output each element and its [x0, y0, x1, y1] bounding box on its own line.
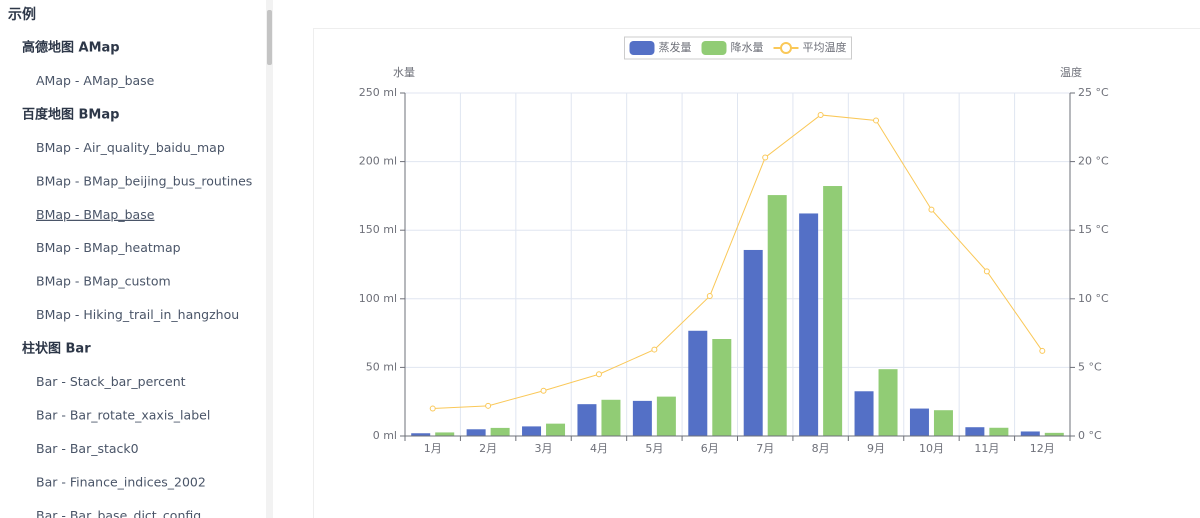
- x-tick-label: 3月: [535, 442, 553, 455]
- nav-link[interactable]: BMap - BMap_custom: [36, 274, 171, 289]
- bar: [989, 427, 1009, 436]
- legend-swatch[interactable]: [701, 41, 727, 55]
- x-tick-label: 4月: [590, 442, 608, 455]
- y2-tick-label: 25 °C: [1078, 86, 1109, 99]
- y-tick-label: 100 ml: [359, 292, 397, 305]
- x-tick-label: 9月: [867, 442, 885, 455]
- x-tick-label: 10月: [919, 442, 944, 455]
- nav-link[interactable]: Bar - Finance_indices_2002: [36, 474, 206, 489]
- nav-link[interactable]: Bar - Bar_rotate_xaxis_label: [36, 407, 210, 422]
- nav-link[interactable]: BMap - BMap_heatmap: [36, 240, 181, 255]
- bar: [854, 391, 874, 436]
- nav-link[interactable]: BMap - BMap_beijing_bus_routines: [36, 173, 252, 188]
- y-tick-label: 200 ml: [359, 155, 397, 168]
- nav-group[interactable]: 柱状图 Bar: [22, 341, 91, 357]
- bar: [656, 396, 676, 436]
- sidebar-title: 示例: [8, 6, 36, 23]
- legend-swatch[interactable]: [780, 42, 792, 54]
- bar: [823, 186, 843, 436]
- bar: [767, 195, 787, 436]
- y2-tick-label: 10 °C: [1078, 292, 1109, 305]
- bar: [712, 338, 732, 436]
- nav-link[interactable]: BMap - Air_quality_baidu_map: [36, 140, 225, 155]
- point: [1039, 347, 1046, 354]
- bar: [799, 213, 819, 436]
- y2-tick-label: 20 °C: [1078, 155, 1109, 168]
- bar: [878, 369, 898, 436]
- point: [983, 268, 990, 275]
- legend-swatch[interactable]: [629, 41, 655, 55]
- bar: [909, 408, 929, 436]
- bar: [435, 432, 455, 436]
- bar: [965, 427, 985, 436]
- nav-link[interactable]: Bar - Bar_base_dict_config: [36, 508, 201, 518]
- scrollbar-thumb[interactable]: [267, 10, 272, 65]
- x-tick-label: 12月: [1030, 442, 1055, 455]
- point: [485, 402, 492, 409]
- line: [432, 114, 1043, 410]
- x-tick-label: 6月: [701, 442, 719, 455]
- nav-link[interactable]: AMap - AMap_base: [36, 73, 155, 88]
- bar: [632, 400, 652, 436]
- nav-link[interactable]: Bar - Stack_bar_percent: [36, 374, 186, 389]
- y-axis-name: 水量: [393, 66, 415, 79]
- nav-link[interactable]: BMap - Hiking_trail_in_hangzhou: [36, 307, 239, 322]
- nav-group[interactable]: 高德地图 AMap: [22, 40, 120, 56]
- legend-label[interactable]: 降水量: [731, 40, 764, 54]
- bar: [1020, 431, 1040, 436]
- y2-tick-label: 15 °C: [1078, 223, 1109, 236]
- x-tick-label: 2月: [479, 442, 497, 455]
- scrollbar-track: [266, 0, 273, 518]
- y-tick-label: 0 ml: [373, 429, 397, 442]
- point: [595, 371, 602, 378]
- legend-label[interactable]: 平均温度: [803, 40, 847, 54]
- nav-link[interactable]: BMap - BMap_base: [36, 207, 155, 222]
- bar: [1044, 432, 1064, 436]
- y2-tick-label: 0 °C: [1078, 429, 1102, 442]
- x-tick-label: 8月: [812, 442, 830, 455]
- y2-tick-label: 5 °C: [1078, 360, 1102, 373]
- point: [762, 154, 769, 161]
- y-tick-label: 250 ml: [359, 86, 397, 99]
- x-tick-label: 5月: [645, 442, 663, 455]
- y-tick-label: 50 ml: [366, 360, 397, 373]
- point: [706, 293, 713, 300]
- bar: [743, 249, 763, 436]
- x-tick-label: 7月: [756, 442, 774, 455]
- x-tick-label: 1月: [424, 442, 442, 455]
- point: [540, 387, 547, 394]
- nav-group[interactable]: 百度地图 BMap: [22, 106, 119, 122]
- bar: [933, 410, 953, 436]
- bar: [411, 433, 431, 436]
- point: [873, 117, 880, 124]
- point: [429, 405, 436, 412]
- bar: [601, 399, 621, 436]
- bar: [577, 404, 597, 436]
- bar: [522, 426, 542, 436]
- point: [817, 111, 824, 118]
- bar: [546, 423, 566, 436]
- point: [928, 206, 935, 213]
- bar: [490, 427, 510, 436]
- point: [651, 346, 658, 353]
- x-tick-label: 11月: [974, 442, 999, 455]
- y2-axis-name: 温度: [1060, 65, 1082, 79]
- legend-box: [624, 36, 852, 60]
- bar: [688, 330, 708, 436]
- legend-label[interactable]: 蒸发量: [659, 40, 692, 54]
- bar: [466, 429, 486, 436]
- y-tick-label: 150 ml: [359, 223, 397, 236]
- nav-link[interactable]: Bar - Bar_stack0: [36, 441, 139, 456]
